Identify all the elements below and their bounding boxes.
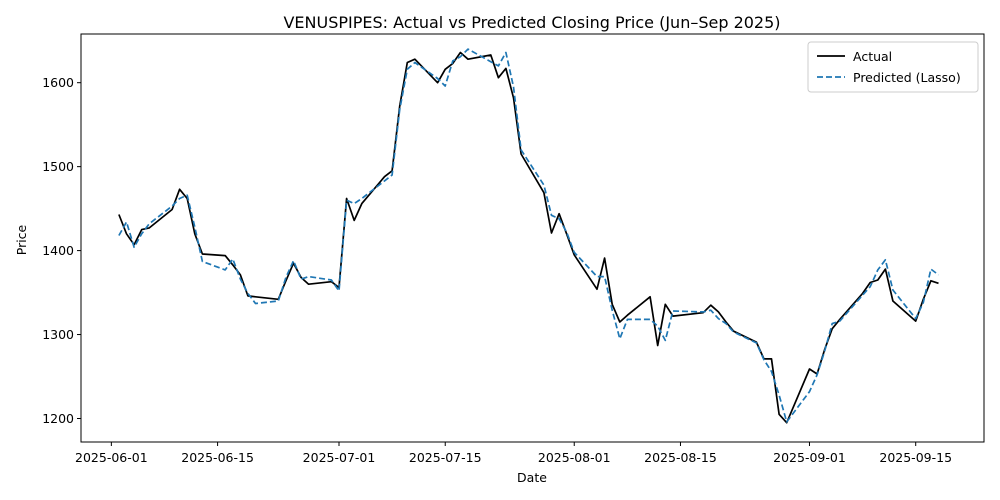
y-axis-label: Price [14,224,29,255]
x-tick-label: 2025-09-01 [773,450,846,465]
y-axis: 1200 1300 1400 1500 1600 [42,75,81,426]
x-tick-label: 2025-07-15 [409,450,482,465]
y-tick-label: 1200 [42,411,74,426]
series-line-predicted [118,48,940,423]
x-tick-label: 2025-06-15 [181,450,254,465]
x-tick-label: 2025-08-01 [538,450,611,465]
x-axis-label: Date [517,470,547,485]
legend: Actual Predicted (Lasso) [807,41,979,93]
x-axis: 2025-06-01 2025-06-15 2025-07-01 2025-07-15… [75,442,952,465]
y-tick-label: 1400 [42,243,74,258]
y-tick-label: 1500 [42,159,74,174]
x-tick-label: 2025-08-15 [644,450,717,465]
legend-box [807,41,979,93]
legend-label-actual: Actual [853,49,892,64]
y-tick-label: 1600 [42,75,74,90]
legend-label-predicted: Predicted (Lasso) [853,70,961,85]
chart-title: VENUSPIPES: Actual vs Predicted Closing … [283,13,780,32]
plot-frame [80,33,985,443]
x-tick-label: 2025-06-01 [75,450,148,465]
plot-area [80,33,985,443]
series-line-actual [118,51,939,424]
x-tick-label: 2025-09-15 [879,450,952,465]
x-tick-label: 2025-07-01 [303,450,376,465]
y-tick-label: 1300 [42,327,74,342]
series-layer [118,48,940,424]
